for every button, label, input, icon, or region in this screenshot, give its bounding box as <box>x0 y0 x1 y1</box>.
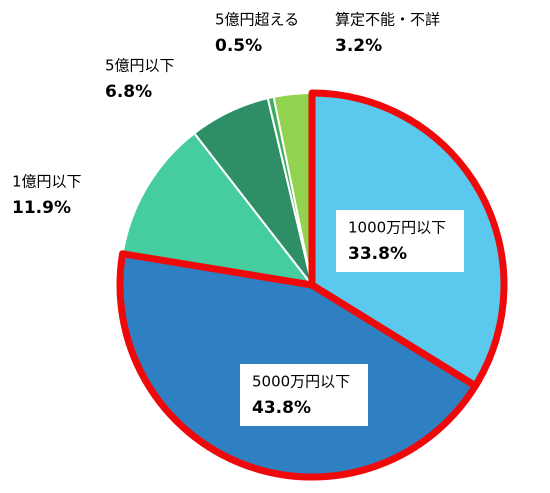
slice-value: 43.8% <box>252 398 311 418</box>
slice-value: 6.8% <box>105 82 152 102</box>
slice-value: 11.9% <box>12 198 71 218</box>
slice-value: 0.5% <box>215 36 262 56</box>
slice-value: 33.8% <box>348 244 407 264</box>
slice-label: 5億円超える <box>215 11 299 29</box>
label-box <box>240 364 368 426</box>
highlight-outline <box>116 250 479 481</box>
slice-label: 5億円以下 <box>105 57 175 75</box>
slice-value: 3.2% <box>335 36 382 56</box>
slice-label: 算定不能・不詳 <box>335 11 440 29</box>
slice-label: 5000万円以下 <box>252 373 350 391</box>
highlight-outline <box>308 89 508 390</box>
pie-slice <box>121 131 315 287</box>
slice-label: 1億円以下 <box>12 173 82 191</box>
slice-label: 1000万円以下 <box>348 219 446 237</box>
label-box <box>336 210 464 272</box>
